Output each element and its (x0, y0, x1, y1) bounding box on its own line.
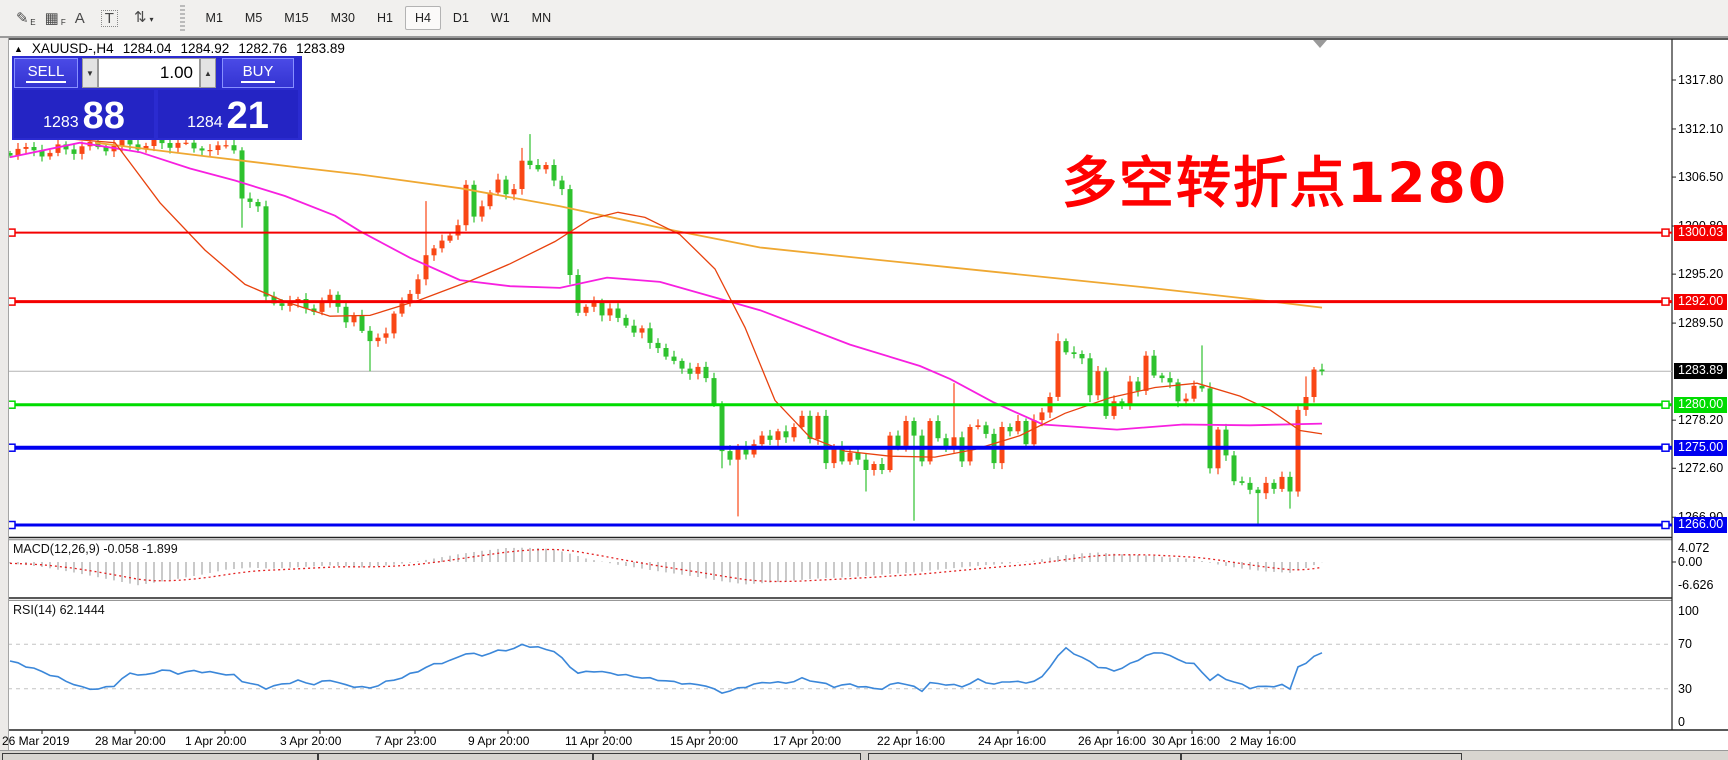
price-tick-label: 1272.60 (1678, 461, 1724, 476)
date-tick-label: 26 Apr 16:00 (1078, 734, 1147, 748)
window-left-edge (0, 38, 9, 760)
macd-tick-label: 4.072 (1678, 540, 1710, 555)
date-tick-label: 17 Apr 20:00 (773, 734, 842, 748)
low-value: 1282.76 (238, 41, 288, 56)
date-tick-label: 15 Apr 20:00 (670, 734, 739, 748)
timeframe-d1[interactable]: D1 (443, 6, 479, 30)
rsi-tick-label: 30 (1678, 681, 1692, 696)
chart-tab[interactable] (868, 753, 1181, 760)
macd-indicator-label: MACD(12,26,9) -0.058 -1.899 (13, 542, 178, 556)
one-click-trade-panel: SELL ▼ ▲ BUY 1283 88 1284 21 (12, 56, 302, 140)
date-tick-label: 3 Apr 20:00 (280, 734, 342, 748)
hline-price-tag: 1275.00 (1674, 439, 1728, 456)
rsi-indicator-label: RSI(14) 62.1444 (13, 603, 105, 617)
date-tick-label: 24 Apr 16:00 (978, 734, 1047, 748)
chart-text-annotation: 多空转折点1280 (1062, 151, 1509, 215)
macd-tick-label: -6.626 (1678, 578, 1714, 593)
chart-tab[interactable] (318, 753, 593, 760)
rsi-tick-label: 100 (1678, 604, 1699, 618)
fibonacci-grid-icon[interactable]: ▦ F (44, 9, 66, 27)
open-value: 1284.04 (122, 41, 172, 56)
hline-price-tag: 1300.03 (1674, 224, 1728, 241)
drawing-tools-icon[interactable]: ✎ E (16, 9, 36, 27)
buy-button[interactable]: BUY (222, 58, 294, 88)
macd-tick-label: 0.00 (1678, 555, 1703, 569)
hline-price-tag: 1292.00 (1674, 293, 1728, 310)
price-tick-label: 1312.10 (1678, 121, 1724, 136)
text-box-icon[interactable]: T (100, 9, 118, 27)
price-tick-label: 1278.20 (1678, 413, 1724, 428)
chart-tab[interactable] (593, 753, 861, 760)
arrange-arrows-icon[interactable]: ⇅ ▾ (133, 8, 154, 26)
sell-button[interactable]: SELL (14, 58, 78, 88)
symbol-info-line: ▲ XAUUSD-,H4 1284.04 1284.92 1282.76 128… (14, 41, 345, 56)
buy-quote[interactable]: 1284 21 (158, 90, 298, 138)
sell-price-big: 88 (82, 95, 125, 137)
timeframe-mn[interactable]: MN (522, 6, 561, 30)
timeframe-w1[interactable]: W1 (481, 6, 520, 30)
date-tick-label: 1 Apr 20:00 (185, 734, 247, 748)
price-tick-label: 1289.50 (1678, 316, 1724, 331)
price-tick-label: 1306.50 (1678, 170, 1724, 185)
timeframe-m15[interactable]: M15 (274, 6, 318, 30)
buy-price-small: 1284 (187, 114, 223, 131)
toolbar-grip[interactable] (179, 5, 185, 31)
collapse-panel-icon[interactable]: ▲ (14, 43, 23, 54)
date-tick-label: 30 Apr 16:00 (1152, 734, 1221, 748)
date-tick-label: 11 Apr 20:00 (565, 734, 633, 748)
high-value: 1284.92 (180, 41, 230, 56)
rsi-tick-label: 0 (1678, 715, 1685, 729)
timeframe-h1[interactable]: H1 (367, 6, 403, 30)
date-tick-label: 7 Apr 23:00 (375, 734, 437, 748)
close-value: 1283.89 (296, 41, 345, 56)
date-tick-label: 9 Apr 20:00 (468, 734, 530, 748)
chart-tab[interactable] (2, 753, 318, 760)
volume-decrease-button[interactable]: ▼ (82, 58, 98, 88)
trade-controls-row: SELL ▼ ▲ BUY (14, 58, 300, 88)
date-tick-label: 2 May 16:00 (1230, 734, 1297, 748)
drawing-toolbar: ✎ E ▦ F A T ⇅ ▾ (8, 8, 162, 27)
sell-button-label: SELL (25, 63, 67, 83)
timeframe-toolbar: M1 M5 M15 M30 H1 H4 D1 W1 MN (195, 6, 563, 30)
sell-price-small: 1283 (43, 114, 79, 131)
hline-price-tag: 1280.00 (1674, 396, 1728, 413)
date-tick-label: 26 Mar 2019 (2, 734, 70, 748)
rsi-tick-label: 70 (1678, 637, 1692, 652)
text-label-icon[interactable]: A (74, 9, 85, 27)
buy-price-big: 21 (226, 95, 269, 137)
hline-price-tag: 1266.00 (1674, 516, 1728, 533)
chart-tab-bar (0, 750, 1728, 760)
buy-button-label: BUY (240, 63, 276, 83)
date-tick-label: 22 Apr 16:00 (877, 734, 946, 748)
symbol-period-label: XAUUSD-,H4 (31, 41, 114, 56)
price-tick-label: 1295.20 (1678, 267, 1724, 282)
chart-tab[interactable] (1181, 753, 1462, 760)
timeframe-h4[interactable]: H4 (404, 6, 441, 30)
price-tick-label: 1317.80 (1678, 73, 1724, 87)
timeframe-m5[interactable]: M5 (235, 6, 272, 30)
current-price-tag: 1283.89 (1674, 363, 1728, 380)
sell-quote[interactable]: 1283 88 (14, 90, 154, 138)
top-toolbar: ✎ E ▦ F A T ⇅ ▾ M1 M5 M15 M30 H1 H4 D1 W1 MN (0, 0, 1728, 38)
volume-input[interactable] (98, 58, 200, 88)
date-tick-label: 28 Mar 20:00 (95, 734, 166, 748)
price-shift-marker-icon[interactable] (1313, 40, 1327, 48)
timeframe-m30[interactable]: M30 (321, 6, 365, 30)
volume-increase-button[interactable]: ▲ (200, 58, 216, 88)
timeframe-m1[interactable]: M1 (196, 6, 233, 30)
